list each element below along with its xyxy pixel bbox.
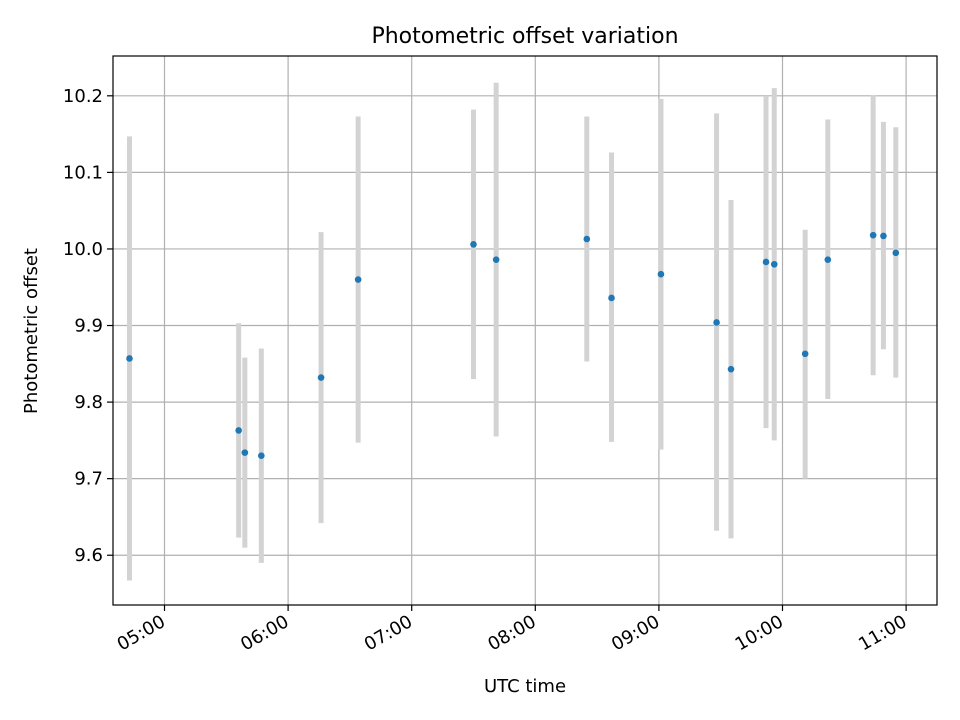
y-axis-label: Photometric offset (21, 248, 42, 414)
data-point (713, 319, 720, 326)
y-tick-label: 10.2 (63, 86, 103, 107)
data-point (354, 276, 362, 283)
y-tick-label: 9.6 (74, 545, 103, 566)
data-point (770, 260, 778, 268)
data-point (608, 294, 615, 302)
data-point (892, 249, 900, 257)
data-point (492, 256, 500, 263)
plot-frame (112, 55, 938, 606)
y-tick-label: 9.7 (74, 469, 103, 490)
x-axis-label: UTC time (484, 676, 566, 697)
y-tick-label: 9.8 (74, 392, 103, 413)
data-point (869, 231, 877, 239)
data-point (880, 232, 887, 240)
data-point (258, 452, 265, 459)
data-point (317, 374, 325, 381)
data-point (470, 241, 477, 248)
data-point (235, 427, 242, 434)
y-tick-label: 10.1 (63, 162, 103, 183)
data-point (657, 270, 665, 278)
data-points (126, 231, 900, 459)
chart-title: Photometric offset variation (371, 24, 678, 49)
y-tick-label: 10.0 (63, 239, 103, 260)
data-point (241, 449, 249, 456)
data-point (727, 365, 735, 373)
data-point (583, 235, 591, 243)
y-tick-label: 9.9 (74, 316, 103, 337)
data-point (824, 256, 832, 263)
data-point (126, 355, 133, 362)
data-point (801, 350, 809, 358)
data-point (762, 258, 770, 266)
